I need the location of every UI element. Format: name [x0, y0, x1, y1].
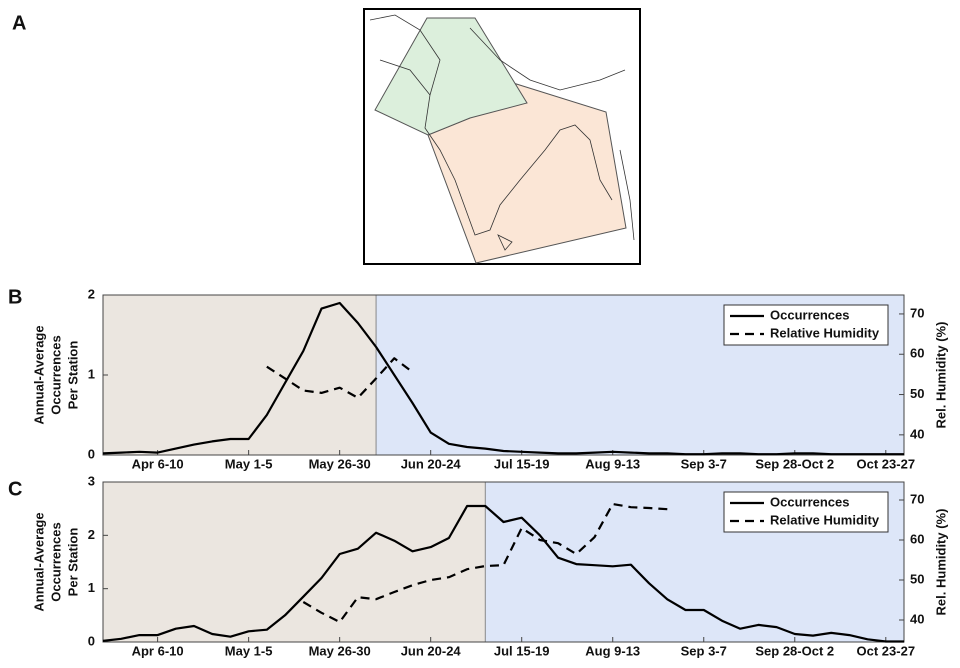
- data-line: [302, 502, 668, 624]
- legend-label: Relative Humidity: [770, 325, 880, 340]
- y-tick-label: 3: [88, 473, 95, 488]
- x-tick-label: Aug 9-13: [585, 456, 640, 471]
- y-axis-label: Occurrences: [48, 335, 63, 415]
- y2-tick-label: 60: [910, 346, 924, 361]
- panel-label: A: [12, 12, 26, 34]
- y2-axis-label: Rel. Humidity (%): [933, 509, 948, 616]
- legend: Occurrences Relative Humidity: [723, 491, 889, 533]
- y2-tick-label: 40: [910, 611, 924, 626]
- x-tick-label: Jul 15-19: [494, 643, 550, 658]
- y-axis-label: Occurrences: [48, 522, 63, 602]
- x-tick-label: Sep 28-Oct 2: [755, 456, 834, 471]
- y-axis-label: Annual-Average: [31, 325, 46, 424]
- x-tick-label: May 1-5: [225, 643, 273, 658]
- legend: Occurrences Relative Humidity: [723, 304, 889, 346]
- x-tick-label: Apr 6-10: [132, 643, 184, 658]
- y-tick-label: 2: [88, 286, 95, 301]
- x-tick-label: Aug 9-13: [585, 643, 640, 658]
- plot-frame: [102, 481, 905, 643]
- x-tick-label: May 26-30: [309, 643, 371, 658]
- legend-label: Occurrences: [770, 307, 850, 322]
- y2-tick-label: 50: [910, 571, 924, 586]
- y2-tick-label: 50: [910, 386, 924, 401]
- y-tick-label: 1: [88, 366, 95, 381]
- legend-box: [723, 304, 889, 346]
- x-tick-label: Oct 23-27: [857, 643, 916, 658]
- panel-label: C: [8, 478, 22, 500]
- legend-box: [723, 491, 889, 533]
- x-tick-label: Jul 15-19: [494, 456, 550, 471]
- map: [363, 8, 641, 265]
- y2-tick-label: 60: [910, 531, 924, 546]
- y-tick-label: 0: [88, 446, 95, 461]
- x-tick-label: Sep 3-7: [681, 456, 727, 471]
- y2-tick-label: 70: [910, 491, 924, 506]
- y2-axis-label: Rel. Humidity (%): [933, 322, 948, 429]
- y-tick-label: 1: [88, 580, 95, 595]
- shaded-region: [103, 482, 486, 642]
- x-tick-label: Jun 20-24: [401, 456, 462, 471]
- panel-label: B: [8, 286, 22, 308]
- y-axis-label: Per Station: [65, 528, 80, 597]
- x-tick-label: Jun 20-24: [401, 643, 462, 658]
- shaded-region: [103, 295, 377, 455]
- y-tick-label: 0: [88, 633, 95, 648]
- data-line: [102, 504, 904, 643]
- x-tick-label: May 26-30: [309, 456, 371, 471]
- region-north: [374, 17, 528, 136]
- data-line: [266, 357, 414, 399]
- x-tick-label: Sep 28-Oct 2: [755, 643, 834, 658]
- y-axis-label: Per Station: [65, 341, 80, 410]
- x-tick-label: Apr 6-10: [132, 456, 184, 471]
- legend-label: Occurrences: [770, 494, 850, 509]
- y-tick-label: 2: [88, 527, 95, 542]
- x-tick-label: Sep 3-7: [681, 643, 727, 658]
- x-tick-label: Oct 23-27: [857, 456, 916, 471]
- legend-label: Relative Humidity: [770, 512, 880, 527]
- x-tick-label: May 1-5: [225, 456, 273, 471]
- map-borders: [369, 14, 635, 251]
- y2-tick-label: 40: [910, 426, 924, 441]
- data-line: [102, 301, 904, 456]
- y-axis-label: Annual-Average: [31, 512, 46, 611]
- y2-tick-label: 70: [910, 305, 924, 320]
